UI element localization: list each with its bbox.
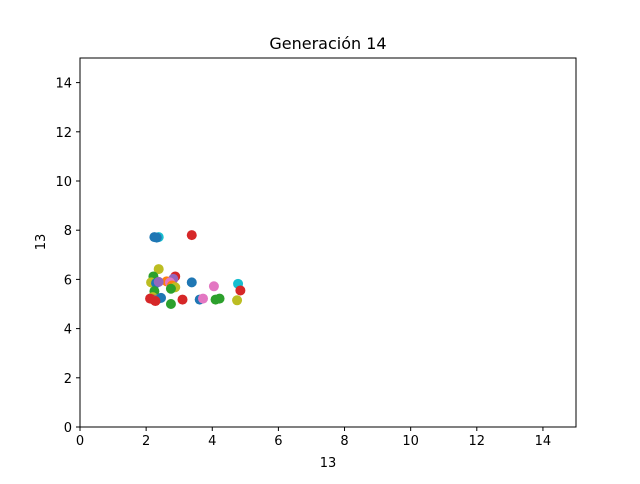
y-tick-label: 10 [55, 175, 72, 190]
y-axis-label: 13 [34, 234, 49, 251]
points-layer [145, 230, 246, 309]
data-point [177, 294, 188, 305]
plot-area [80, 58, 576, 427]
chart-title: Generación 14 [269, 34, 386, 53]
data-point [208, 281, 219, 292]
y-tick-label: 14 [55, 77, 72, 92]
data-point [150, 296, 161, 307]
data-point [165, 283, 176, 294]
y-tick-label: 12 [55, 126, 72, 141]
data-point [153, 276, 164, 287]
data-point [214, 293, 225, 304]
plot-frame [79, 57, 577, 428]
data-point [151, 232, 162, 243]
x-tick-label: 8 [340, 434, 348, 449]
x-tick-label: 10 [402, 434, 419, 449]
x-tick-label: 6 [274, 434, 282, 449]
data-point [186, 277, 197, 288]
x-tick-label: 2 [142, 434, 150, 449]
x-tick-label: 0 [76, 434, 84, 449]
y-tick-label: 6 [64, 273, 72, 288]
data-point [198, 293, 209, 304]
x-axis: 0 2 4 6 8 10 12 14 [76, 427, 551, 449]
x-axis-label: 13 [320, 456, 337, 471]
y-tick-label: 2 [64, 372, 72, 387]
data-point [232, 295, 243, 306]
data-point [235, 285, 246, 296]
y-tick-label: 4 [64, 323, 72, 338]
data-point [165, 299, 176, 309]
x-tick-label: 14 [535, 434, 552, 449]
y-tick-label: 8 [64, 224, 72, 239]
y-tick-label: 0 [64, 421, 72, 436]
y-axis: 0 2 4 6 8 10 12 14 [55, 77, 80, 436]
x-tick-label: 12 [469, 434, 486, 449]
x-tick-label: 4 [208, 434, 216, 449]
data-point [153, 264, 164, 275]
data-point [186, 230, 197, 241]
